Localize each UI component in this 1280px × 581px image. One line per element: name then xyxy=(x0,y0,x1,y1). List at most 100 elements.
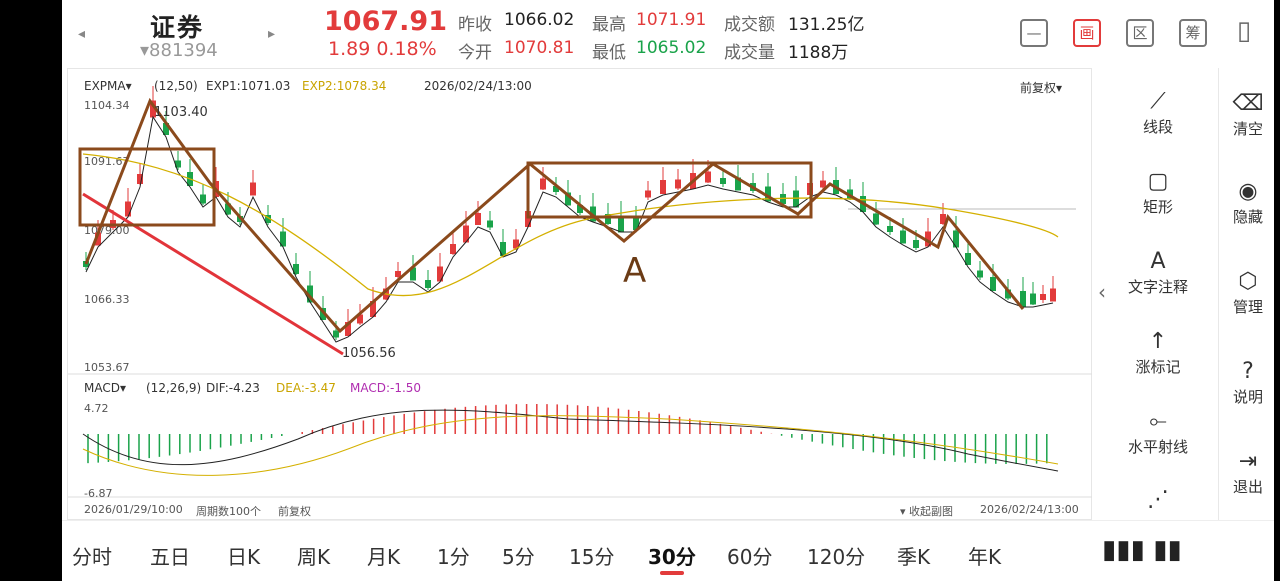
stock-name: 证券 xyxy=(150,13,205,42)
wave-mark-a: A xyxy=(623,251,647,291)
tab-60min[interactable]: 60分 xyxy=(727,545,773,569)
exp1-line xyxy=(85,115,1054,343)
tool-text-note[interactable]: A 文字注释 xyxy=(1118,248,1198,297)
clear-icon: ⌫ xyxy=(1232,91,1264,116)
minimize-tool-button[interactable]: — xyxy=(1020,19,1048,47)
candle-body xyxy=(525,211,531,227)
dea-line xyxy=(82,415,1059,476)
candle-body xyxy=(990,277,996,291)
candle-body xyxy=(887,226,893,232)
tab-5min[interactable]: 5分 xyxy=(502,545,535,569)
stock-code[interactable]: ▾881394 xyxy=(140,40,218,61)
candle-body xyxy=(735,177,741,191)
indicator-selector[interactable]: EXPMA▾ xyxy=(84,79,132,93)
candle-body xyxy=(265,215,271,223)
more-tools-icon: ⋰ xyxy=(1147,487,1169,512)
exit-icon: ⇥ xyxy=(1238,449,1258,474)
device-switch-button[interactable]: ▯ xyxy=(1236,16,1252,46)
action-label: 说明 xyxy=(1232,388,1263,406)
candle-body xyxy=(150,100,156,118)
collapse-subchart-button[interactable]: ▾ 收起副图 xyxy=(900,505,954,518)
dif-line xyxy=(82,409,1059,472)
tab-quarterly-k[interactable]: 季K xyxy=(897,545,931,569)
tab-weekly-k[interactable]: 周K xyxy=(297,545,331,569)
end-time-label: 2026/02/24/13:00 xyxy=(980,503,1079,516)
candle-body xyxy=(953,230,959,248)
panel-divider xyxy=(1218,68,1219,520)
tab-1min[interactable]: 1分 xyxy=(437,545,470,569)
candle-body xyxy=(320,308,326,320)
action-clear[interactable]: ⌫ 清空 xyxy=(1226,90,1270,139)
candle-body xyxy=(660,180,666,194)
tab-15min[interactable]: 15分 xyxy=(569,545,615,569)
action-label: 退出 xyxy=(1232,478,1263,496)
candle-body xyxy=(913,240,919,248)
tab-monthly-k[interactable]: 月K xyxy=(367,545,401,569)
candle-body xyxy=(780,194,786,204)
candle-body xyxy=(565,192,571,206)
candle-body xyxy=(605,214,611,224)
tool-label: 文字注释 xyxy=(1127,278,1188,296)
exp2-line xyxy=(82,153,1059,297)
collapse-panel-icon[interactable]: ‹ xyxy=(1098,280,1106,304)
tool-horizontal-ray[interactable]: ⟜ 水平射线 xyxy=(1118,408,1198,457)
price-axis-label: 1104.34 xyxy=(84,99,130,112)
chips-tool-button[interactable]: 筹 xyxy=(1179,19,1207,47)
candle-body xyxy=(500,242,506,256)
kline-chart[interactable]: EXPMA▾ (12,50) EXP1:1071.03 EXP2:1078.34… xyxy=(67,68,1093,521)
candle-body xyxy=(925,231,931,247)
macd-axis-top: 4.72 xyxy=(84,402,109,415)
action-exit[interactable]: ⇥ 退出 xyxy=(1226,448,1270,497)
candle-body xyxy=(163,123,169,135)
candle-body xyxy=(410,267,416,281)
dif-value: DIF:-4.23 xyxy=(206,381,260,395)
action-manage[interactable]: ⬡ 管理 xyxy=(1226,268,1270,317)
candlestick-plot[interactable] xyxy=(68,69,1093,521)
candle-body xyxy=(793,190,799,208)
crosshair-datetime: 2026/02/24/13:00 xyxy=(424,79,532,93)
tool-up-mark[interactable]: ↑ 涨标记 xyxy=(1118,328,1198,377)
dea-value: DEA:-3.47 xyxy=(276,381,336,395)
tool-label: 涨标记 xyxy=(1135,358,1181,376)
signal-status-icon: ▮▮▮ ▮▮ xyxy=(1102,535,1182,565)
tool-more[interactable]: ⋰ xyxy=(1118,486,1198,514)
tab-30min[interactable]: 30分 xyxy=(648,545,696,569)
macd-selector[interactable]: MACD▾ xyxy=(84,381,126,395)
tool-line-segment[interactable]: ⟋ 线段 xyxy=(1118,88,1198,137)
screen-left-edge xyxy=(0,0,62,581)
candle-body xyxy=(553,186,559,192)
quote-value: 131.25亿 xyxy=(788,15,865,35)
up-arrow-icon: ↑ xyxy=(1148,329,1168,354)
tab-daily-k[interactable]: 日K xyxy=(227,545,261,569)
range-tool-button[interactable]: 区 xyxy=(1126,19,1154,47)
stock-chart-app: ◂ ▸ 证券 ▾881394 1067.91 1.89 0.18% 昨收 106… xyxy=(62,0,1274,581)
candle-body xyxy=(450,244,456,254)
candle-body xyxy=(675,179,681,189)
period-count-label: 周期数100个 xyxy=(196,505,261,518)
candle-body xyxy=(618,215,624,233)
candle-body xyxy=(873,213,879,225)
action-help[interactable]: ? 说明 xyxy=(1226,358,1270,407)
candle-body xyxy=(940,214,946,224)
action-label: 管理 xyxy=(1232,298,1263,316)
quote-label: 昨收 xyxy=(458,15,492,35)
quote-value: 1188万 xyxy=(788,43,849,63)
tool-rectangle[interactable]: ▢ 矩形 xyxy=(1118,168,1198,217)
tab-five-day[interactable]: 五日 xyxy=(150,545,190,569)
candle-body xyxy=(307,285,313,303)
tab-minute-line[interactable]: 分时 xyxy=(72,545,112,569)
price-axis-label: 1066.33 xyxy=(84,293,130,306)
candle-body xyxy=(513,239,519,249)
tab-120min[interactable]: 120分 xyxy=(807,545,866,569)
candle-body xyxy=(977,270,983,278)
prev-stock-arrow[interactable]: ◂ xyxy=(78,26,86,42)
quote-label: 最低 xyxy=(592,43,626,63)
action-hide[interactable]: ◉ 隐藏 xyxy=(1226,178,1270,227)
tool-label: 矩形 xyxy=(1142,198,1173,216)
draw-tool-button[interactable]: 画 xyxy=(1073,19,1101,47)
adjust-selector[interactable]: 前复权▾ xyxy=(1020,81,1063,95)
trend-line xyxy=(82,192,344,356)
next-stock-arrow[interactable]: ▸ xyxy=(268,26,276,42)
tab-yearly-k[interactable]: 年K xyxy=(968,545,1002,569)
current-price: 1067.91 xyxy=(324,6,447,37)
